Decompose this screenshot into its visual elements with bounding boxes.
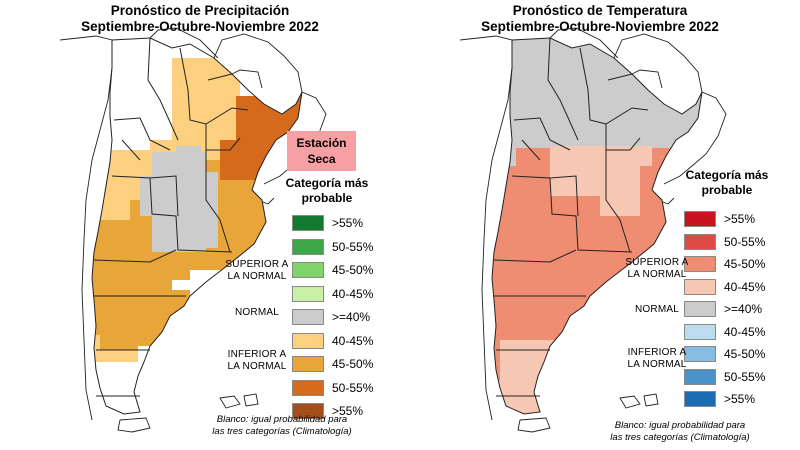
legend-label: >=40% <box>724 302 763 316</box>
legend-item: 50-55% <box>684 233 794 252</box>
legend-swatch <box>684 323 716 340</box>
legend-swatch <box>684 368 716 385</box>
legend-label: 40-45% <box>332 333 374 348</box>
lower-label: INFERIOR A LA NORMAL <box>212 349 302 373</box>
climatology-note: Blanco: igual probabilidad para las tres… <box>192 414 372 438</box>
normal-label: NORMAL <box>635 304 679 315</box>
islands <box>517 393 659 433</box>
dry-season-line: Seca <box>307 152 336 166</box>
legend-swatch <box>684 391 716 407</box>
legend-label: 40-45% <box>724 324 766 339</box>
dry-season-badge: Estación Seca <box>287 131 356 171</box>
legend-item: 45-50% <box>292 356 402 374</box>
upper-label: SUPERIOR A LA NORMAL <box>212 259 302 283</box>
legend-item: >55% <box>292 403 402 421</box>
legend-label: >55% <box>724 212 756 226</box>
upper-line: LA NORMAL <box>227 271 287 282</box>
legend-swatch <box>292 285 324 302</box>
lower-line: LA NORMAL <box>627 359 687 370</box>
islands <box>117 393 259 433</box>
legend-swatch <box>292 215 324 231</box>
lower-line: INFERIOR A <box>227 349 287 360</box>
legend-swatch <box>292 238 324 255</box>
title-line: Pronóstico de Precipitación <box>110 3 290 18</box>
legend-item: 40-45% <box>292 285 402 304</box>
precipitation-map <box>59 27 327 433</box>
legend-label: 40-45% <box>332 286 374 301</box>
legend-item: 45-50% <box>292 262 402 280</box>
note-line: Blanco: igual probabilidad para <box>216 414 348 425</box>
legend-label: 50-55% <box>724 369 766 384</box>
legend-item: 40-45% <box>684 323 794 342</box>
legend-label: 45-50% <box>724 257 766 271</box>
legend-label: >55% <box>332 404 364 418</box>
lower-label: INFERIOR A LA NORMAL <box>612 347 702 371</box>
legend-item: >55% <box>684 211 794 229</box>
legend-item: 40-45% <box>684 278 794 297</box>
title-line: Pronóstico de Temperatura <box>512 3 688 18</box>
precipitation-panel: Pronóstico de Precipitación Septiembre-O… <box>0 3 402 438</box>
legend-item: 50-55% <box>292 238 402 257</box>
legend-swatch <box>292 262 324 278</box>
note-line: las tres categorías (Climatología) <box>212 426 352 437</box>
legend-item: >=40% <box>292 309 402 327</box>
legend-item: 40-45% <box>292 332 402 351</box>
lower-line: INFERIOR A <box>627 347 687 358</box>
legend-swatch <box>292 309 324 325</box>
legend-swatch <box>684 256 716 272</box>
legend-label: 45-50% <box>724 347 766 361</box>
legend-title: Categoría más probable <box>264 176 390 206</box>
argentina-borders <box>491 37 703 415</box>
legend-label: 45-50% <box>332 357 374 371</box>
temperature-title: Pronóstico de Temperatura Septiembre-Oct… <box>400 3 800 35</box>
precipitation-title: Pronóstico de Precipitación Septiembre-O… <box>0 3 400 35</box>
legend-label: >55% <box>332 216 364 230</box>
legend-label: 40-45% <box>724 279 766 294</box>
temperature-panel: Pronóstico de Temperatura Septiembre-Oct… <box>400 0 800 450</box>
lower-line: LA NORMAL <box>227 361 287 372</box>
legend-item: >=40% <box>684 301 794 319</box>
legend-item: 45-50% <box>684 256 794 274</box>
title-line: Septiembre-Octubre-Noviembre 2022 <box>481 19 719 34</box>
legend-title-line: probable <box>701 183 753 197</box>
temperature-map <box>459 27 727 433</box>
legend-item: 50-55% <box>292 379 402 398</box>
legend-item: 50-55% <box>684 368 794 387</box>
legend-title-line: Categoría más <box>285 176 369 190</box>
climatology-note: Blanco: igual probabilidad para las tres… <box>590 420 770 444</box>
legend-swatch <box>292 379 324 396</box>
upper-label: SUPERIOR A LA NORMAL <box>612 257 702 281</box>
legend-item: 45-50% <box>684 346 794 364</box>
legend-label: 50-55% <box>332 380 374 395</box>
legend-swatch <box>292 332 324 349</box>
legend-item: >55% <box>292 215 402 233</box>
legend-label: >55% <box>724 392 756 406</box>
legend-title-line: Categoría más <box>685 168 769 182</box>
dry-season-line: Estación <box>296 136 347 150</box>
legend-swatch <box>684 278 716 295</box>
legend-title: Categoría más probable <box>664 168 790 198</box>
argentina-borders <box>91 37 303 415</box>
normal-label: NORMAL <box>235 307 279 318</box>
legend-swatch <box>684 233 716 250</box>
legend-label: 45-50% <box>332 263 374 277</box>
upper-line: LA NORMAL <box>627 269 687 280</box>
title-line: Septiembre-Octubre-Noviembre 2022 <box>81 19 319 34</box>
legend-label: >=40% <box>332 310 371 324</box>
legend-swatch <box>292 403 324 419</box>
upper-line: SUPERIOR A <box>225 259 289 270</box>
legend-swatch <box>292 356 324 372</box>
legend-item: >55% <box>684 391 794 409</box>
legend-label: 50-55% <box>332 239 374 254</box>
upper-line: SUPERIOR A <box>625 257 689 268</box>
legend-swatch <box>684 301 716 317</box>
legend-title-line: probable <box>301 191 353 205</box>
legend-swatch <box>684 346 716 362</box>
legend-label: 50-55% <box>724 234 766 249</box>
note-line: Blanco: igual probabilidad para <box>614 420 746 431</box>
note-line: las tres categorías (Climatología) <box>610 432 750 443</box>
legend-swatch <box>684 211 716 227</box>
